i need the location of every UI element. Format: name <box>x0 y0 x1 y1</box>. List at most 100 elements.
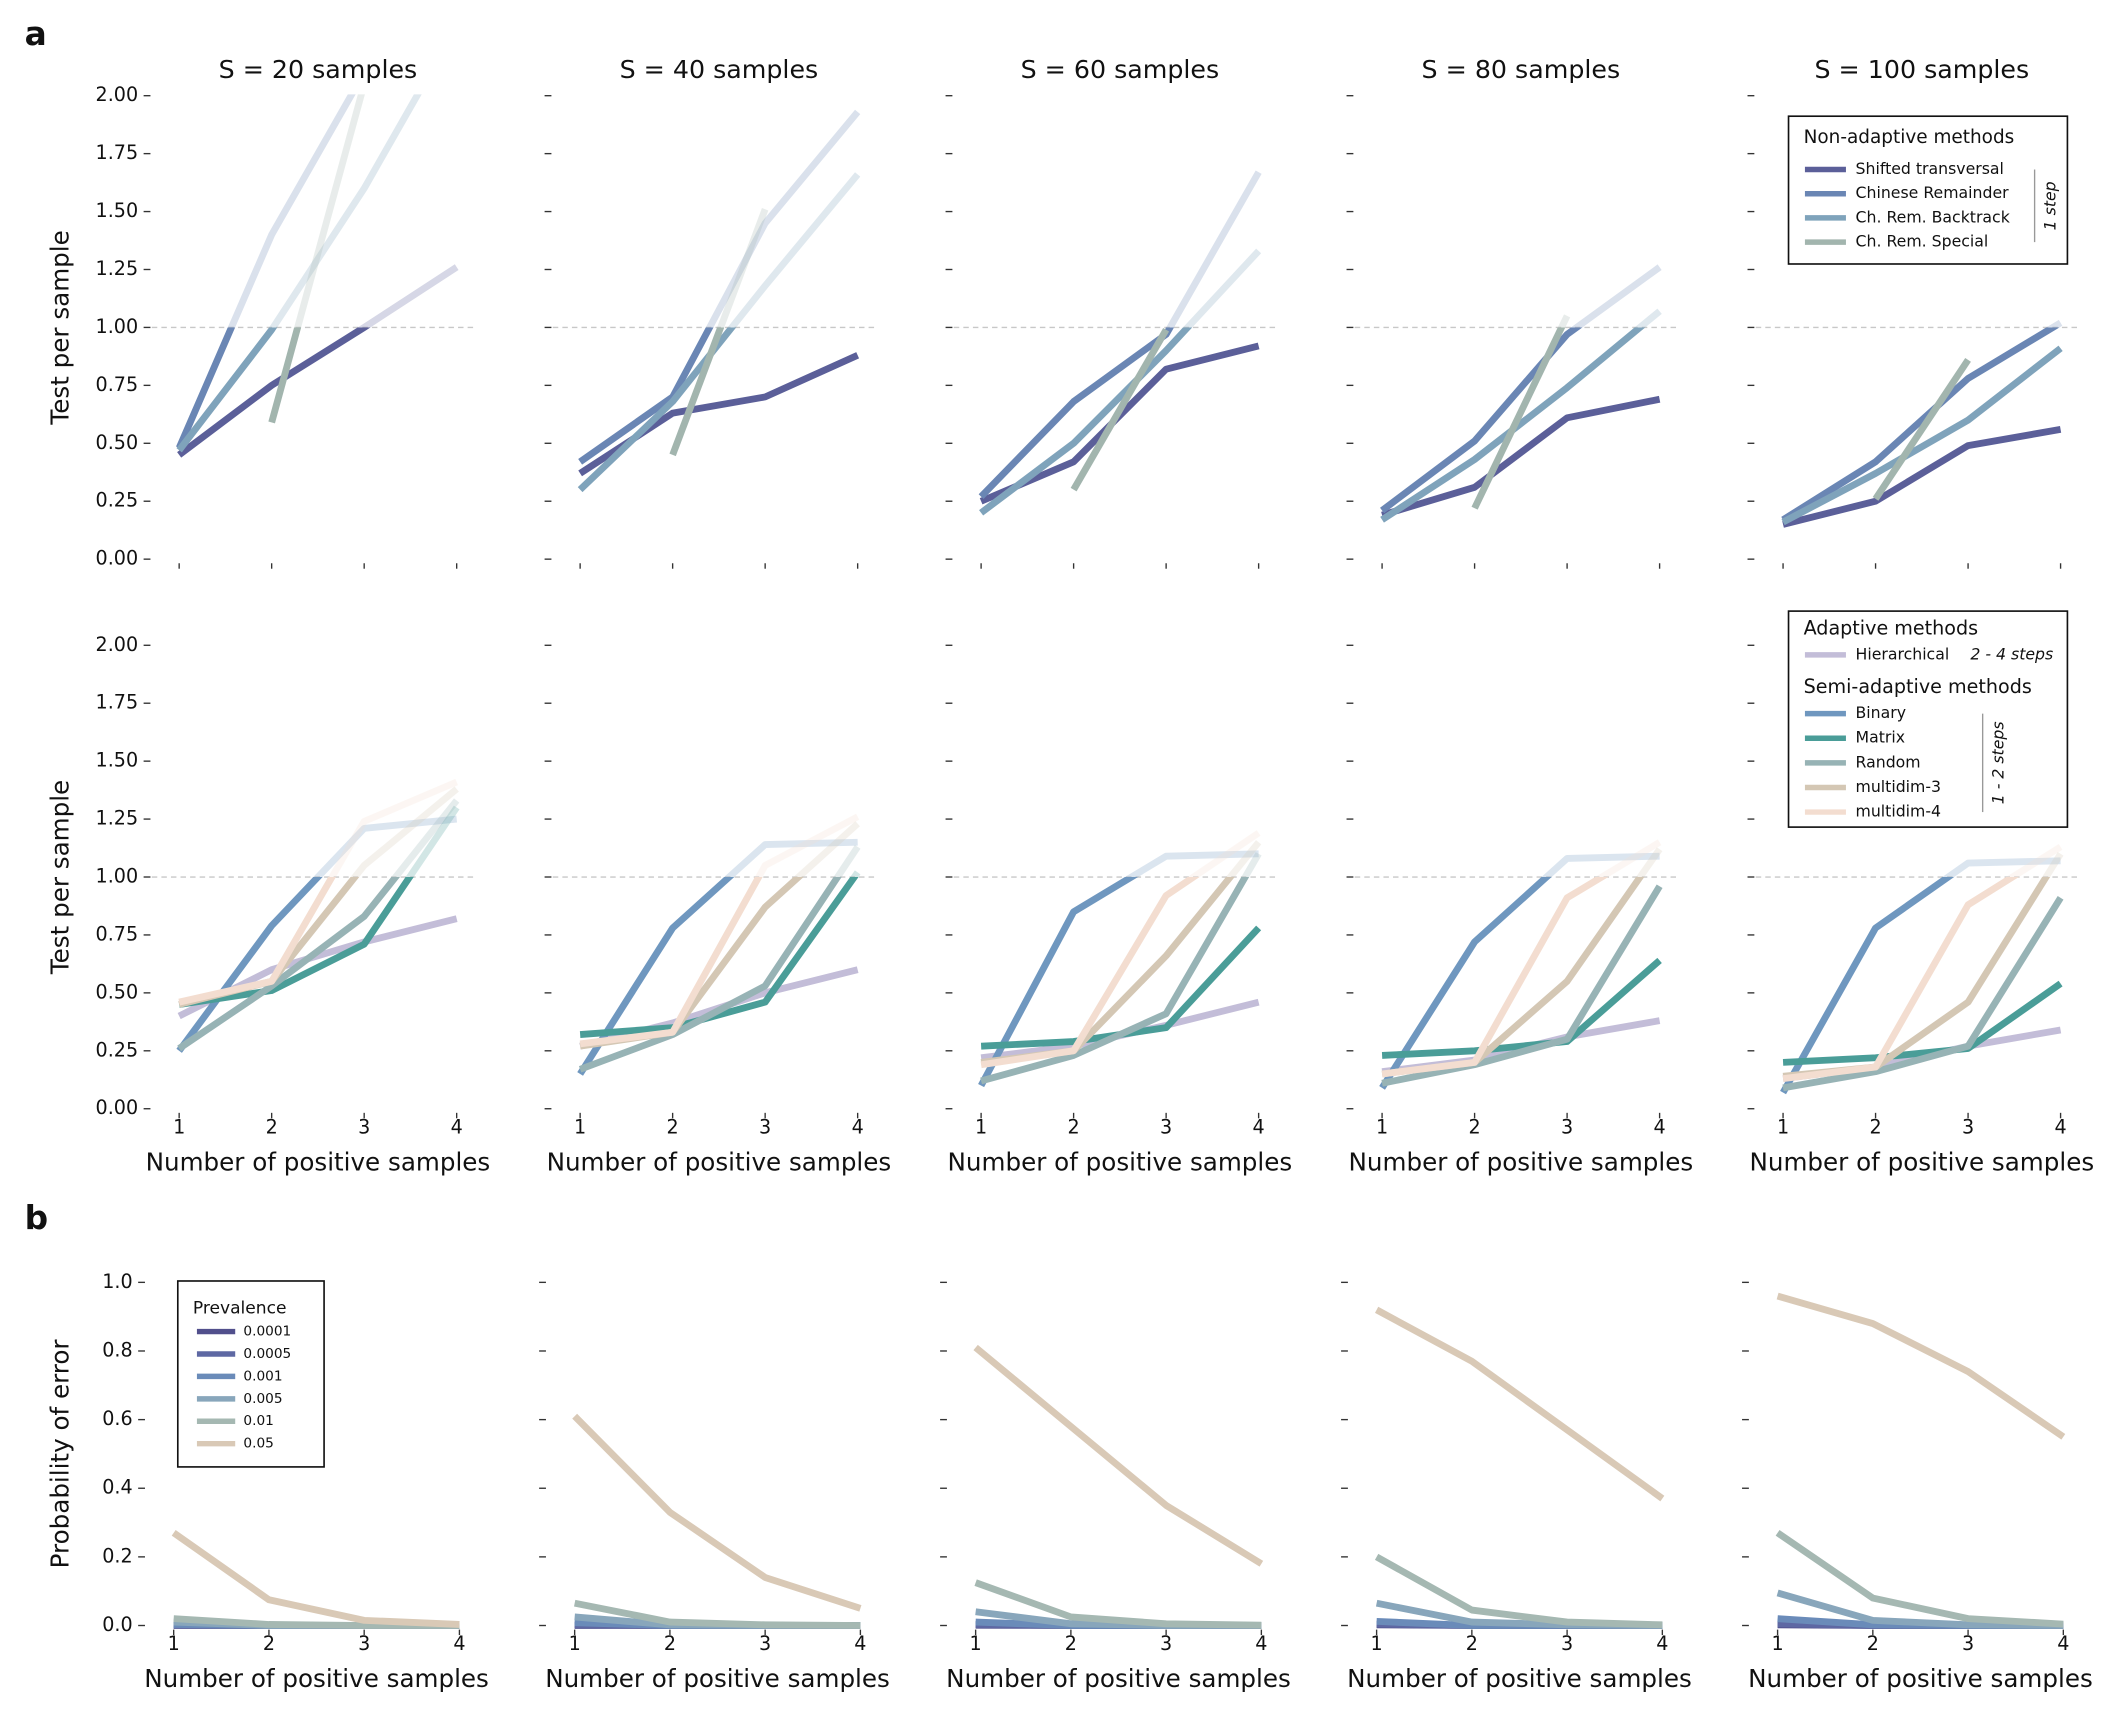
y-tick-label: 0.2 <box>102 1544 132 1567</box>
plot-area <box>1380 264 1662 523</box>
series-line <box>974 1579 1262 1629</box>
y-tick-label: 0.50 <box>96 980 139 1003</box>
panel-title: S = 40 samples <box>620 55 819 84</box>
y-tick-label: 0.75 <box>96 373 139 396</box>
panel: 1 2 3 4 Number of positive samples <box>1346 644 1694 1176</box>
x-tick-label: 3 <box>1962 1115 1974 1138</box>
legend-label: Shifted transversal <box>1856 159 2004 178</box>
x-tick-label: 3 <box>358 1115 370 1138</box>
y-tick-label: 0.0 <box>102 1613 132 1636</box>
y-tick-label: 1.75 <box>96 141 139 164</box>
panel: 1 2 3 4 Number of positive samples <box>539 1281 890 1693</box>
series-line <box>980 852 1262 1085</box>
series-line <box>1872 357 1971 501</box>
x-tick-label: 3 <box>1561 1115 1573 1138</box>
x-tick-label: 1 <box>574 1115 586 1138</box>
y-tick-label: 1.50 <box>96 749 139 772</box>
series-line <box>578 352 860 477</box>
y-tick-label: 1.00 <box>96 865 139 888</box>
legend-box <box>1787 115 2069 265</box>
panel: 1 2 3 4 Number of positive samples Adaptive m… <box>1747 610 2094 1176</box>
series-line <box>980 840 1262 1066</box>
series-line <box>979 248 1262 516</box>
x-tick-label: 4 <box>1654 1115 1666 1138</box>
legend-box <box>1787 610 2069 828</box>
series-line <box>1374 1306 1665 1502</box>
legend-label: multidim-3 <box>1856 777 1942 796</box>
panel-label: b <box>25 1199 48 1237</box>
panel: 0.00 0.25 0.50 0.75 1.00 1.25 1.50 1.75 2.00 1 2 3 4… <box>46 633 491 1177</box>
x-tick-label: 4 <box>1656 1632 1668 1655</box>
x-tick-label: 4 <box>1253 1115 1265 1138</box>
x-axis-label: Number of positive samples <box>1349 1147 1694 1176</box>
plot-area <box>176 94 459 458</box>
y-tick-label: 1.25 <box>96 257 139 280</box>
series-line <box>1780 857 2061 1095</box>
legend-label: multidim-4 <box>1856 802 1942 821</box>
series-line <box>574 1599 861 1629</box>
x-tick-label: 1 <box>1777 1115 1789 1138</box>
series-line <box>978 170 1262 499</box>
x-tick-label: 1 <box>1371 1632 1383 1655</box>
x-tick-label: 4 <box>451 1115 463 1138</box>
legend-label: Random <box>1856 752 1921 771</box>
x-tick-label: 2 <box>1469 1115 1481 1138</box>
series-line <box>1070 328 1170 492</box>
legend-note: 1 - 2 steps <box>1989 721 2008 804</box>
legend: Non-adaptive methods Shifted transversal C… <box>1787 115 2069 265</box>
plot-area <box>176 778 460 1053</box>
series-line <box>973 1344 1264 1567</box>
series-line <box>1781 319 2063 523</box>
x-tick-label: 1 <box>168 1632 180 1655</box>
legend-label: 0.0001 <box>243 1324 291 1340</box>
series-line <box>579 813 860 1048</box>
plot-area <box>1780 843 2064 1095</box>
legend-label: Matrix <box>1856 728 1906 747</box>
series-line <box>980 830 1261 1069</box>
panel: 0.00 0.25 0.50 0.75 1.00 1.25 1.50 1.75 2.00 S = … <box>46 55 474 570</box>
y-tick-label: 2.00 <box>96 83 139 106</box>
y-tick-label: 0.25 <box>96 1038 139 1061</box>
plot-area <box>1379 839 1663 1090</box>
y-axis-label: Test per sample <box>46 230 75 425</box>
plot-area <box>1374 1306 1665 1629</box>
y-tick-label: 2.00 <box>96 633 139 656</box>
panel: S = 40 samples <box>544 55 875 569</box>
x-tick-label: 2 <box>667 1115 679 1138</box>
legend-label: 0.0005 <box>243 1346 291 1362</box>
series-line <box>578 844 861 1073</box>
x-tick-label: 3 <box>1160 1115 1172 1138</box>
legend-label: Ch. Rem. Special <box>1856 232 1989 251</box>
x-tick-label: 3 <box>759 1632 771 1655</box>
legend-note: 2 - 4 steps <box>1970 644 2053 663</box>
y-tick-label: 1.0 <box>102 1270 132 1293</box>
y-tick-label: 0.25 <box>96 489 139 512</box>
x-tick-label: 4 <box>854 1632 866 1655</box>
legend-label: 0.01 <box>243 1413 273 1429</box>
series-line <box>578 109 861 465</box>
x-tick-label: 4 <box>852 1115 864 1138</box>
x-tick-label: 2 <box>664 1632 676 1655</box>
panel-title: S = 20 samples <box>219 55 418 84</box>
y-axis-label: Test per sample <box>46 780 75 975</box>
panel: S = 80 samples <box>1346 55 1677 569</box>
y-tick-label: 1.25 <box>96 807 139 830</box>
series-line <box>1381 839 1662 1078</box>
legend-note: 1 step <box>2041 181 2060 230</box>
series-line <box>1781 345 2063 526</box>
legend-title: Prevalence <box>193 1298 287 1318</box>
y-tick-label: 1.50 <box>96 199 139 222</box>
legend-label: 0.005 <box>243 1391 282 1407</box>
panel: 1 2 3 4 Number of positive samples <box>945 644 1292 1176</box>
x-tick-label: 2 <box>1466 1632 1478 1655</box>
x-tick-label: 1 <box>970 1632 982 1655</box>
y-tick-label: 1.00 <box>96 315 139 338</box>
plot-area <box>1775 1292 2066 1629</box>
x-tick-label: 4 <box>2055 1115 2067 1138</box>
x-axis-label: Number of positive samples <box>1347 1664 1692 1693</box>
series-line <box>980 925 1262 1050</box>
y-tick-label: 0.75 <box>96 922 139 945</box>
plot-area <box>171 1530 460 1629</box>
x-tick-label: 2 <box>1869 1115 1881 1138</box>
